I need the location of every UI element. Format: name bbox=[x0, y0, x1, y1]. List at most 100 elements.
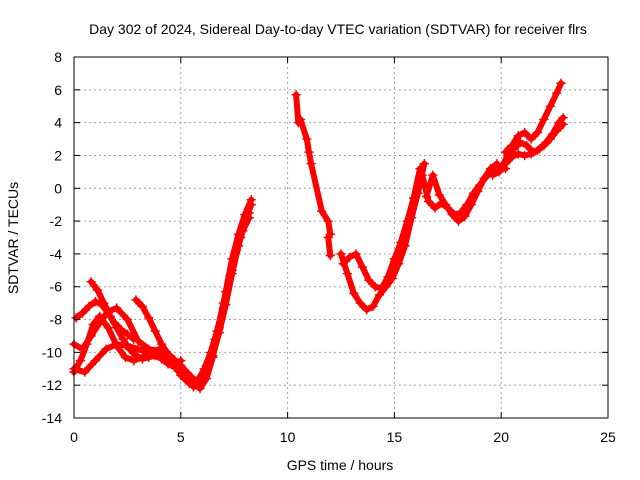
data-point bbox=[188, 378, 199, 389]
data-points bbox=[69, 78, 568, 394]
data-point bbox=[144, 352, 154, 363]
data-point bbox=[84, 301, 94, 312]
data-point bbox=[449, 209, 459, 220]
data-point bbox=[355, 298, 365, 308]
y-tick-label: -14 bbox=[42, 410, 62, 426]
data-point bbox=[111, 323, 122, 333]
series-track-i bbox=[338, 163, 425, 294]
data-point bbox=[246, 195, 257, 205]
series-band bbox=[502, 80, 564, 156]
data-point bbox=[539, 140, 549, 151]
data-point bbox=[434, 190, 445, 200]
grid bbox=[74, 57, 608, 418]
data-point bbox=[532, 127, 543, 138]
plot-frame bbox=[73, 56, 609, 419]
data-point bbox=[92, 285, 103, 295]
data-point bbox=[526, 149, 536, 159]
data-point bbox=[291, 89, 301, 100]
x-tick-label: 15 bbox=[387, 429, 403, 445]
data-point bbox=[150, 350, 160, 361]
data-point bbox=[144, 313, 154, 323]
data-point bbox=[539, 114, 549, 125]
data-point bbox=[129, 334, 139, 344]
x-tick-label: 20 bbox=[493, 429, 509, 445]
data-point bbox=[500, 158, 511, 169]
x-axis-label: GPS time / hours bbox=[287, 457, 394, 473]
y-tick-label: 8 bbox=[54, 49, 62, 65]
data-point bbox=[105, 311, 116, 322]
data-point bbox=[336, 249, 346, 259]
series-track-m bbox=[500, 78, 566, 157]
data-point bbox=[551, 126, 562, 136]
data-point bbox=[176, 364, 186, 374]
data-point bbox=[86, 277, 96, 287]
data-point bbox=[436, 198, 447, 208]
data-point bbox=[137, 301, 148, 312]
y-axis-ticks: -14 -12 -10 -8 -6 -4 -2 0 2 4 6 8 bbox=[42, 49, 608, 426]
data-point bbox=[368, 301, 378, 312]
data-point bbox=[88, 319, 98, 330]
y-tick-label: -10 bbox=[42, 344, 62, 360]
data-point bbox=[349, 288, 359, 299]
data-point bbox=[545, 101, 556, 111]
data-point bbox=[481, 172, 491, 182]
data-point bbox=[408, 193, 419, 203]
data-point bbox=[111, 303, 122, 313]
data-point bbox=[475, 180, 485, 190]
series-track-n bbox=[487, 119, 568, 180]
data-point bbox=[75, 355, 86, 366]
data-point bbox=[304, 147, 314, 157]
data-point bbox=[124, 344, 135, 354]
x-tick-label: 5 bbox=[177, 429, 185, 445]
data-point bbox=[103, 323, 113, 333]
data-point bbox=[227, 254, 237, 264]
y-tick-label: 2 bbox=[54, 147, 62, 163]
data-point bbox=[430, 203, 440, 213]
y-tick-label: 0 bbox=[54, 180, 62, 196]
data-point bbox=[317, 206, 327, 216]
data-point bbox=[208, 352, 218, 363]
data-point bbox=[556, 78, 566, 89]
data-point bbox=[351, 249, 361, 259]
y-tick-label: 6 bbox=[54, 82, 62, 98]
y-axis-label: SDTVAR / TECUs bbox=[5, 182, 21, 294]
data-point bbox=[118, 334, 128, 344]
data-point bbox=[169, 357, 180, 367]
data-point bbox=[163, 349, 173, 359]
y-tick-label: -12 bbox=[42, 377, 62, 393]
data-point bbox=[214, 323, 224, 333]
x-tick-label: 10 bbox=[280, 429, 296, 445]
y-tick-label: -2 bbox=[50, 213, 63, 229]
data-point bbox=[415, 163, 425, 174]
data-point bbox=[325, 250, 336, 261]
data-point bbox=[323, 232, 333, 243]
data-point bbox=[195, 383, 205, 394]
y-tick-label: 4 bbox=[54, 115, 62, 131]
data-point bbox=[71, 313, 81, 323]
data-point bbox=[361, 304, 372, 315]
data-point bbox=[545, 134, 556, 144]
data-point bbox=[240, 209, 250, 220]
data-point bbox=[156, 354, 167, 364]
data-point bbox=[129, 355, 139, 366]
data-point bbox=[131, 295, 141, 305]
data-point bbox=[468, 188, 479, 198]
series-track-f bbox=[131, 195, 257, 394]
x-tick-label: 0 bbox=[70, 429, 78, 445]
series-band bbox=[489, 121, 567, 179]
data-point bbox=[500, 147, 511, 157]
series-track-e bbox=[86, 277, 186, 372]
data-point bbox=[428, 170, 438, 180]
x-tick-label: 25 bbox=[600, 429, 616, 445]
data-point bbox=[515, 137, 526, 148]
data-point bbox=[443, 203, 453, 213]
data-point bbox=[79, 367, 90, 377]
y-tick-label: -6 bbox=[50, 279, 63, 295]
data-point bbox=[302, 134, 312, 144]
data-point bbox=[376, 283, 387, 294]
data-point bbox=[133, 344, 143, 354]
data-point bbox=[522, 140, 532, 151]
x-axis-ticks: 0 5 10 15 20 25 bbox=[70, 57, 616, 445]
data-point bbox=[558, 119, 568, 130]
data-point bbox=[122, 314, 133, 325]
